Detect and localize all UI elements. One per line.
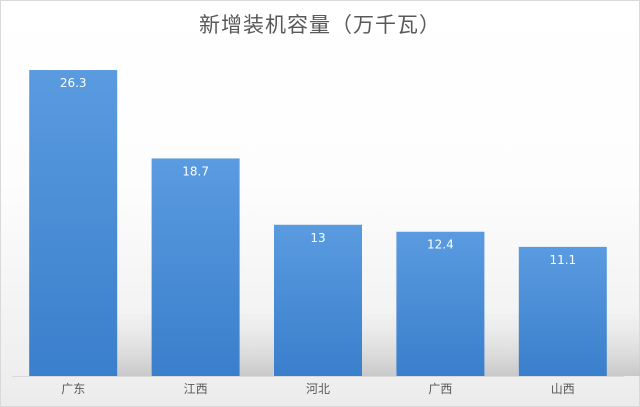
chart-title: 新增装机容量（万千瓦）: [199, 13, 441, 37]
value-label: 26.3: [60, 76, 87, 90]
category-label: 山西: [551, 382, 575, 396]
x-axis: 广东 江西 河北 广西 山西: [12, 376, 624, 396]
value-label: 18.7: [182, 164, 209, 178]
value-labels-group: 26.3 18.7 13 12.4 11.1: [60, 76, 576, 267]
category-label: 江西: [184, 382, 208, 396]
category-label: 广东: [61, 382, 85, 396]
bars-group: [29, 70, 607, 376]
value-label: 11.1: [549, 253, 576, 267]
bar-河北: [274, 224, 362, 376]
bar-江西: [151, 158, 240, 376]
category-label: 广西: [428, 382, 452, 396]
bar-广西: [396, 231, 485, 376]
bar-山西: [518, 246, 607, 376]
bar-广东: [29, 70, 118, 376]
value-label: 13: [310, 231, 325, 245]
value-label: 12.4: [427, 238, 454, 252]
category-label: 河北: [306, 382, 330, 396]
